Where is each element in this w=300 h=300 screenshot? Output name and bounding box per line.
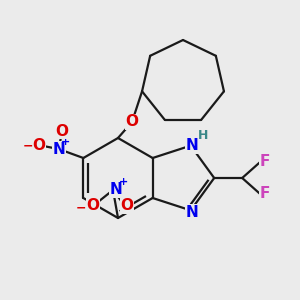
Text: O: O [32,138,45,153]
Text: +: + [61,137,70,147]
Text: H: H [197,129,208,142]
Text: N: N [185,205,198,220]
Text: N: N [52,142,65,157]
Text: O: O [125,115,139,130]
Text: −: − [23,140,33,153]
Text: O: O [121,199,134,214]
Text: F: F [260,187,270,202]
Text: +: + [118,177,127,187]
Text: N: N [185,138,198,153]
Text: O: O [56,124,68,139]
Text: F: F [260,154,270,169]
Text: N: N [110,182,122,197]
Text: −: − [76,202,86,214]
Text: O: O [86,199,100,214]
